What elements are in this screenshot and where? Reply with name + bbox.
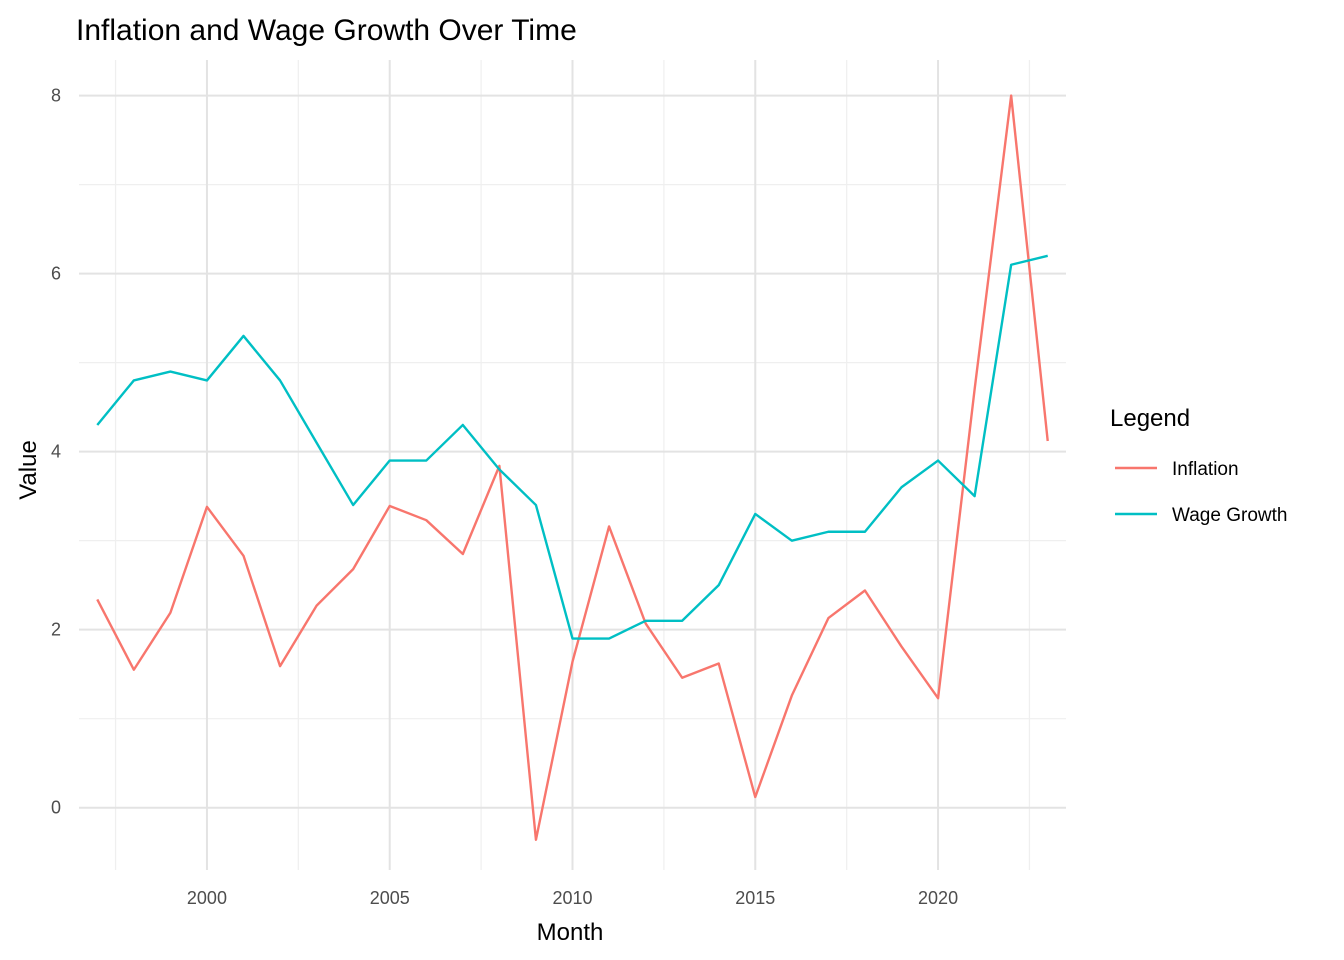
legend-item-wage-growth: Wage Growth	[1115, 505, 1287, 526]
y-axis-ticks: 0 2 4 6 8	[51, 86, 61, 818]
inflation-line	[96, 94, 1049, 841]
legend-item-inflation: Inflation	[1115, 459, 1239, 480]
x-tick-label: 2015	[735, 888, 775, 908]
y-tick-label: 6	[51, 264, 61, 284]
series-lines	[96, 94, 1049, 841]
wage-growth-line	[96, 254, 1049, 640]
series-wage-growth	[96, 254, 1049, 640]
y-tick-label: 8	[51, 86, 61, 106]
legend-label: Inflation	[1172, 459, 1239, 480]
y-axis-title: Value	[15, 440, 42, 500]
x-tick-label: 2020	[918, 888, 958, 908]
x-tick-label: 2005	[370, 888, 410, 908]
x-tick-label: 2010	[552, 888, 592, 908]
grid	[79, 60, 1066, 870]
x-tick-label: 2000	[187, 888, 227, 908]
y-tick-label: 4	[51, 442, 61, 462]
x-axis-title: Month	[537, 919, 604, 946]
chart-title: Inflation and Wage Growth Over Time	[76, 14, 577, 47]
series-inflation	[96, 94, 1049, 841]
legend: Legend Inflation Wage Growth	[1110, 405, 1287, 526]
legend-title: Legend	[1110, 405, 1190, 432]
y-tick-label: 0	[51, 798, 61, 818]
y-tick-label: 2	[51, 620, 61, 640]
x-axis-ticks: 2000 2005 2010 2015 2020	[187, 888, 958, 908]
legend-label: Wage Growth	[1172, 505, 1287, 526]
